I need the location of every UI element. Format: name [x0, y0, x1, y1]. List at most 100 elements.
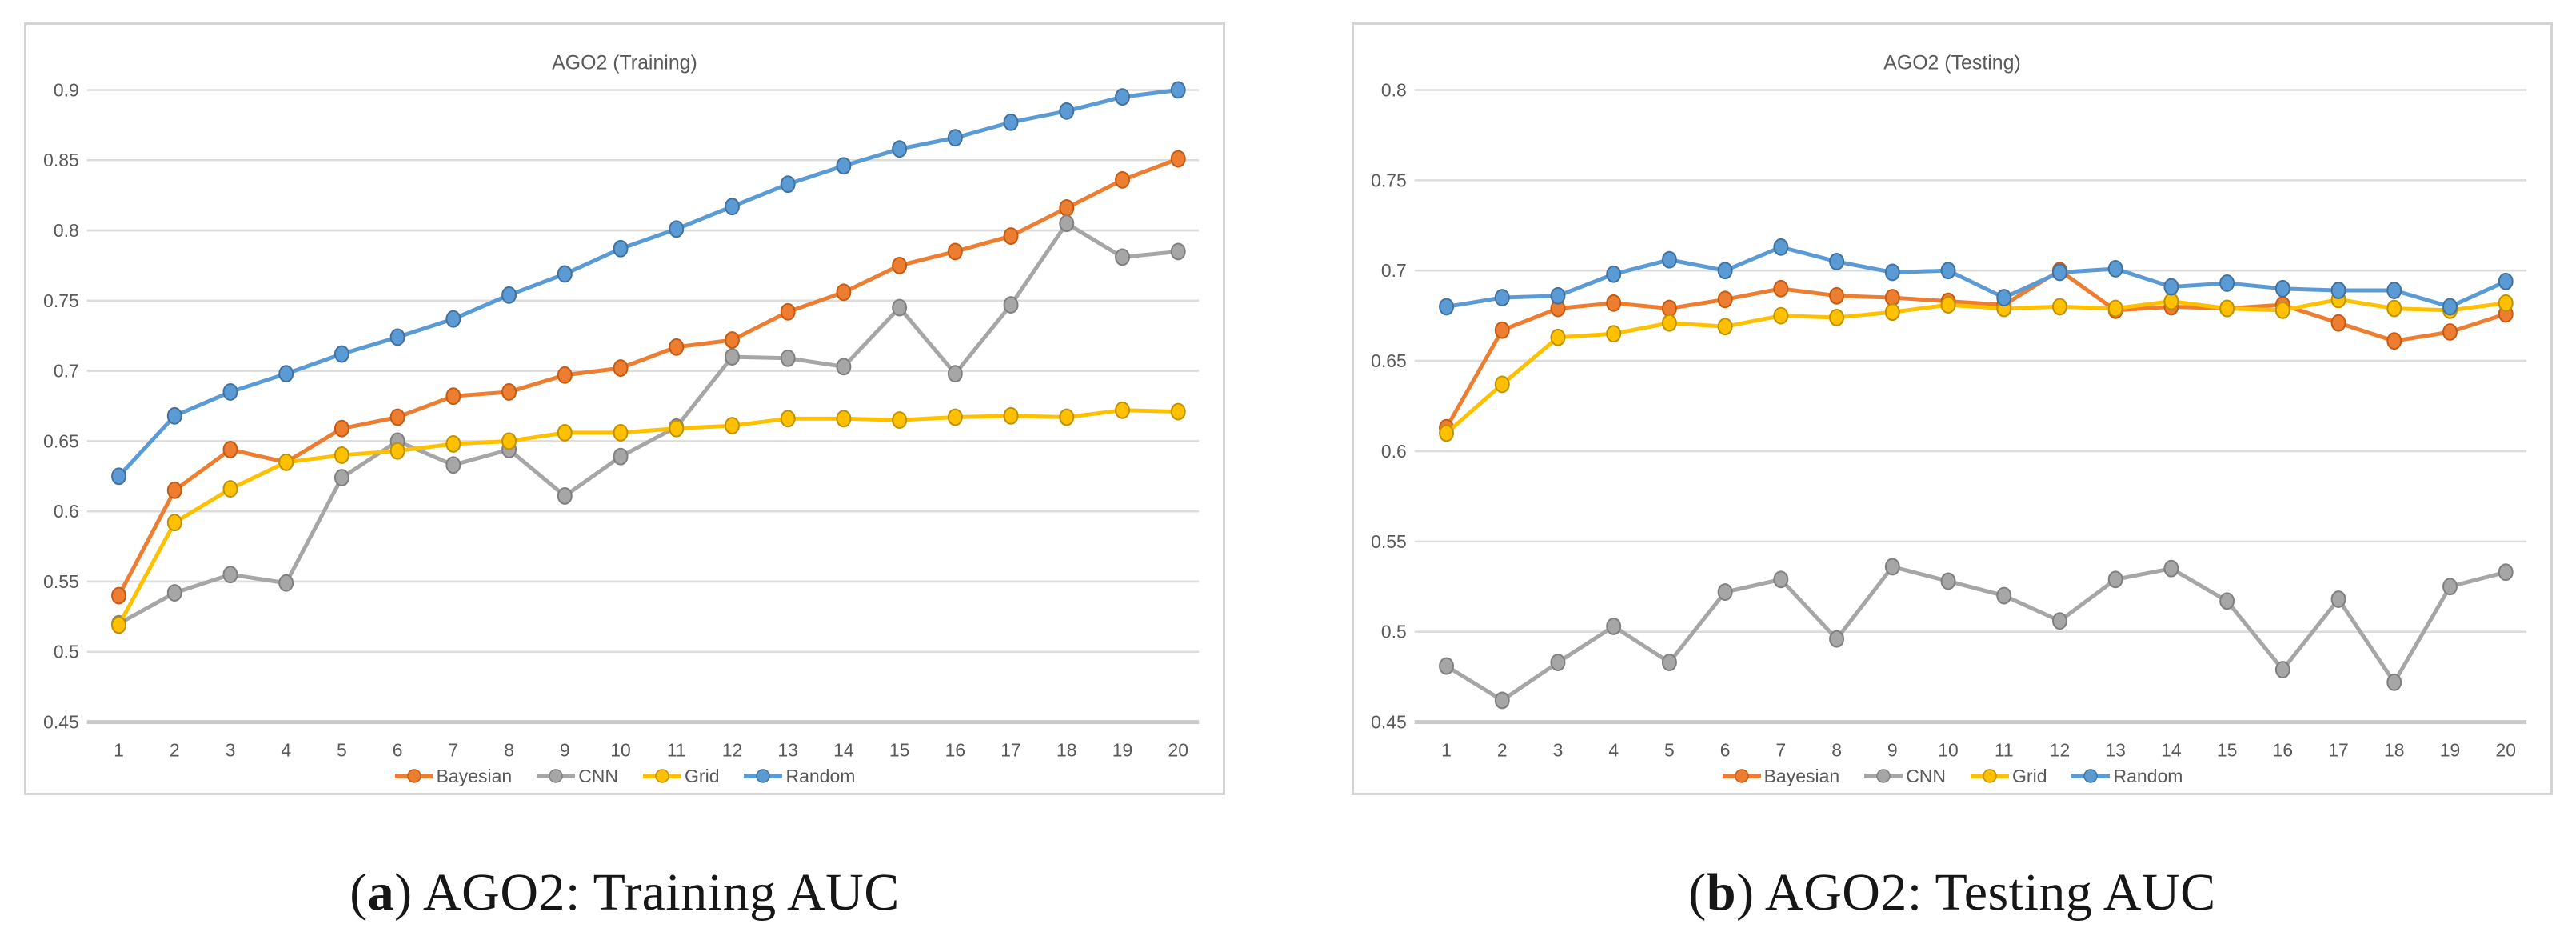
data-point-cnn	[1439, 657, 1454, 675]
legend-item-cnn: CNN	[536, 765, 619, 786]
data-point-cnn	[1661, 654, 1677, 671]
data-point-grid	[2051, 298, 2067, 316]
data-point-random	[333, 345, 349, 363]
legend-label: Bayesian	[1763, 765, 1840, 786]
data-point-random	[1550, 286, 1566, 305]
y-tick-label: 0.55	[43, 571, 79, 592]
data-point-cnn	[2330, 590, 2346, 608]
data-point-random	[389, 328, 405, 346]
data-point-random	[1606, 265, 1622, 283]
data-point-cnn	[2274, 661, 2290, 678]
series-line-random	[117, 88, 1180, 478]
data-point-grid	[1494, 375, 1510, 394]
data-point-bayesian	[1717, 290, 1733, 309]
data-point-cnn	[724, 348, 740, 366]
testing-line-chart: 0.80.750.70.650.60.550.50.451 2 3 4 5 6 7 8 9 10 1…	[1371, 52, 2527, 760]
data-point-random	[1940, 262, 1956, 280]
y-tick-label: 0.8	[54, 220, 79, 241]
y-tick-label: 0.75	[1371, 170, 1407, 190]
data-point-cnn	[278, 574, 294, 592]
data-point-random	[1773, 238, 1789, 256]
data-point-grid	[836, 410, 852, 428]
legend-marker-bayesian	[1722, 769, 1761, 783]
data-point-cnn	[166, 584, 182, 602]
data-point-grid	[1884, 303, 1900, 322]
x-tick-label: 8	[504, 739, 514, 760]
data-point-grid	[1717, 318, 1733, 336]
data-point-random	[166, 406, 182, 425]
data-point-cnn	[1115, 248, 1130, 266]
data-point-bayesian	[836, 283, 852, 302]
data-point-random	[836, 157, 852, 175]
x-tick-label: 3	[1553, 739, 1564, 760]
legend-marker-cnn	[537, 769, 576, 783]
x-tick-label: 9	[1887, 739, 1898, 760]
data-point-grid	[1940, 296, 1956, 314]
data-point-cnn	[333, 469, 349, 486]
data-point-random	[2442, 298, 2458, 316]
data-point-grid	[947, 408, 963, 426]
x-tick-label: 2	[170, 739, 180, 760]
data-point-random	[724, 198, 740, 216]
x-tick-label: 14	[833, 739, 854, 760]
data-point-cnn	[2219, 592, 2235, 610]
series-line-cnn	[117, 221, 1180, 626]
series-line-random	[1444, 245, 2508, 309]
data-point-bayesian	[1494, 321, 1510, 339]
x-tick-label: 15	[2217, 739, 2237, 760]
legend-label: CNN	[1906, 765, 1947, 786]
data-point-bayesian	[2386, 332, 2402, 350]
data-point-random	[1717, 262, 1733, 280]
y-tick-label: 0.75	[43, 290, 79, 311]
x-tick-label: 5	[337, 739, 347, 760]
data-point-bayesian	[1829, 286, 1845, 305]
data-point-cnn	[1884, 558, 1900, 576]
x-tick-label: 10	[610, 739, 630, 760]
data-point-random	[2330, 282, 2346, 299]
y-tick-label: 0.5	[54, 642, 79, 662]
legend-label: CNN	[578, 765, 619, 786]
data-point-bayesian	[2442, 323, 2458, 341]
chart-panel-testing: 0.8 0.75 0.7 0.65 0.6 0.55 0.5 0.45 1 2 3 4 5 6 7 8 9 10 1…	[1352, 22, 2553, 795]
data-point-bayesian	[1059, 199, 1075, 217]
data-point-random	[669, 220, 685, 238]
data-point-random	[2219, 274, 2235, 292]
data-point-cnn	[2163, 559, 2179, 578]
data-point-cnn	[1996, 586, 2012, 605]
caption-text: ) AGO2: Training AUC	[394, 863, 900, 922]
caption-paren: (	[1688, 863, 1707, 922]
chart-legend: Bayesian CNN Grid Random	[1354, 764, 2550, 788]
data-point-grid	[111, 616, 126, 634]
legend-item-grid: Grid	[642, 766, 719, 786]
data-point-cnn	[2386, 673, 2402, 691]
data-point-cnn	[1829, 630, 1845, 648]
data-point-cnn	[2051, 612, 2067, 630]
data-point-grid	[166, 514, 182, 532]
data-point-bayesian	[1170, 150, 1186, 168]
legend-label: Random	[2113, 765, 2183, 786]
data-point-cnn	[1170, 242, 1186, 261]
x-tick-label: 20	[2495, 739, 2515, 760]
chart-title: AGO2 (Training)	[552, 52, 697, 74]
x-tick-label: 16	[945, 739, 965, 760]
data-point-bayesian	[1661, 299, 1677, 318]
data-point-grid	[669, 419, 685, 438]
data-point-random	[2274, 279, 2290, 298]
legend-item-bayesian: Bayesian	[1722, 765, 1840, 786]
data-point-cnn	[1773, 570, 1789, 589]
training-line-chart: 0.90.850.80.750.70.650.60.550.50.451 2 3 4 5…	[43, 52, 1200, 760]
data-point-random	[780, 175, 796, 194]
data-point-cnn	[1550, 654, 1566, 671]
legend-marker-grid	[1971, 769, 2010, 783]
series-line-cnn	[1444, 564, 2508, 702]
x-tick-label: 14	[2161, 739, 2182, 760]
x-tick-label: 6	[393, 739, 403, 760]
data-point-grid	[1550, 328, 1566, 346]
x-tick-label: 4	[1608, 739, 1619, 760]
caption-letter: b	[1706, 863, 1737, 922]
x-tick-label: 6	[1720, 739, 1731, 760]
x-tick-label: 19	[1112, 739, 1132, 760]
series-line-grid	[117, 408, 1180, 627]
data-point-grid	[557, 423, 573, 442]
data-point-bayesian	[1884, 289, 1900, 307]
